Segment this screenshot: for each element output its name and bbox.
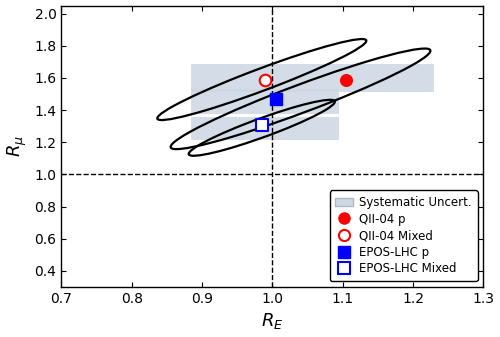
Point [258,123,266,128]
Bar [192,64,434,92]
Y-axis label: $R_{\mu}$: $R_{\mu}$ [6,135,29,157]
Point [272,96,280,101]
Bar [192,117,339,140]
Bar [192,89,339,114]
Point [262,77,270,82]
X-axis label: $R_E$: $R_E$ [261,311,283,332]
Point [342,77,350,82]
Legend: Systematic Uncert., QII-04 p, QII-04 Mixed, EPOS-LHC p, EPOS-LHC Mixed: Systematic Uncert., QII-04 p, QII-04 Mix… [330,190,478,281]
